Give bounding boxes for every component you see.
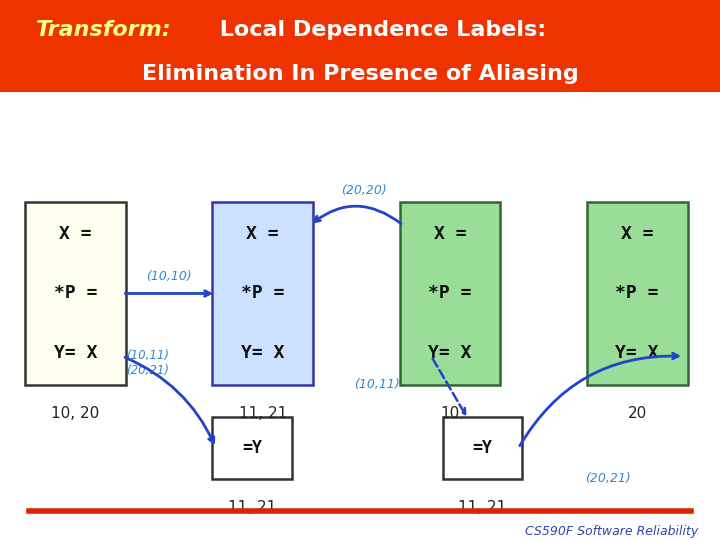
FancyBboxPatch shape bbox=[443, 417, 522, 480]
Text: 10: 10 bbox=[441, 406, 459, 421]
Text: Y= X: Y= X bbox=[54, 345, 97, 362]
Text: Y= X: Y= X bbox=[428, 345, 472, 362]
FancyBboxPatch shape bbox=[400, 201, 500, 386]
Text: Transform:: Transform: bbox=[36, 20, 171, 40]
Text: 11, 21: 11, 21 bbox=[228, 500, 276, 515]
Text: *P =: *P = bbox=[428, 285, 472, 302]
Text: X =: X = bbox=[246, 225, 279, 243]
Text: 20: 20 bbox=[628, 406, 647, 421]
Text: 10, 20: 10, 20 bbox=[51, 406, 100, 421]
Text: Y= X: Y= X bbox=[241, 345, 284, 362]
FancyBboxPatch shape bbox=[25, 201, 126, 386]
Text: Elimination In Presence of Aliasing: Elimination In Presence of Aliasing bbox=[142, 64, 578, 84]
Text: *P =: *P = bbox=[241, 285, 284, 302]
Text: =Y: =Y bbox=[242, 439, 262, 457]
Text: Local Dependence Labels:: Local Dependence Labels: bbox=[212, 20, 546, 40]
Text: (10,10): (10,10) bbox=[146, 270, 192, 283]
Text: 11, 21: 11, 21 bbox=[458, 500, 507, 515]
Text: *P =: *P = bbox=[616, 285, 659, 302]
Text: =Y: =Y bbox=[472, 439, 492, 457]
Text: CS590F Software Reliability: CS590F Software Reliability bbox=[525, 525, 698, 538]
FancyBboxPatch shape bbox=[587, 201, 688, 386]
Text: X =: X = bbox=[59, 225, 92, 243]
Text: X =: X = bbox=[433, 225, 467, 243]
Text: (20,20): (20,20) bbox=[341, 184, 387, 197]
Text: Y= X: Y= X bbox=[616, 345, 659, 362]
Text: X =: X = bbox=[621, 225, 654, 243]
Text: (20,21): (20,21) bbox=[585, 472, 631, 485]
Text: (10,11)
(20,21): (10,11) (20,21) bbox=[126, 349, 169, 377]
FancyBboxPatch shape bbox=[212, 417, 292, 480]
Text: 11, 21: 11, 21 bbox=[238, 406, 287, 421]
Text: *P =: *P = bbox=[54, 285, 97, 302]
FancyBboxPatch shape bbox=[212, 201, 313, 386]
Text: (10,11): (10,11) bbox=[354, 377, 400, 390]
